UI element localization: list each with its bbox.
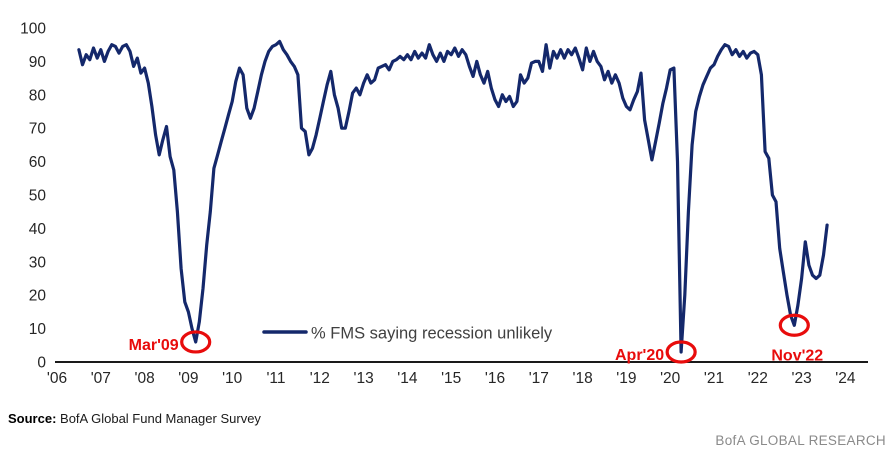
- y-tick-label: 90: [29, 54, 47, 71]
- annotation-label: Mar'09: [129, 337, 179, 354]
- x-tick-label: '13: [353, 370, 373, 387]
- x-tick-label: '17: [529, 370, 549, 387]
- y-tick-label: 70: [29, 121, 47, 138]
- x-tick-label: '15: [441, 370, 461, 387]
- x-tick-label: '12: [310, 370, 330, 387]
- x-tick-label: '09: [178, 370, 198, 387]
- x-tick-label: '21: [704, 370, 724, 387]
- source-text: BofA Global Fund Manager Survey: [60, 411, 261, 426]
- chart-canvas: 0 10 20 30 40 50 60 70 80 90 100 '06 '07 '08 '09 '10 '11…: [20, 21, 868, 387]
- x-tick-label: '19: [616, 370, 636, 387]
- x-tick-label: '18: [572, 370, 592, 387]
- x-tick-label: '14: [397, 370, 418, 387]
- y-tick-label: 10: [29, 321, 47, 338]
- y-tick-label: 60: [29, 154, 47, 171]
- annotation-circle: [180, 330, 212, 354]
- x-tick-label: '08: [134, 370, 154, 387]
- legend-label: % FMS saying recession unlikely: [311, 325, 553, 343]
- annotation-label: Apr'20: [615, 347, 664, 364]
- x-tick-label: '16: [485, 370, 505, 387]
- x-tick-label: '07: [91, 370, 111, 387]
- y-tick-label: 100: [20, 21, 46, 38]
- x-tick-label: '20: [660, 370, 681, 387]
- y-tick-label: 20: [29, 288, 47, 305]
- source-label: Source:: [8, 411, 57, 426]
- branding-text: BofA GLOBAL RESEARCH: [715, 433, 886, 448]
- y-tick-label: 80: [29, 87, 47, 104]
- x-tick-label: '23: [791, 370, 811, 387]
- source-line: Source: BofA Global Fund Manager Survey: [8, 411, 261, 426]
- x-tick-label: '24: [835, 370, 856, 387]
- annotation-label: Nov'22: [771, 347, 823, 364]
- x-tick-label: '06: [47, 370, 67, 387]
- annotation-circle: [778, 313, 810, 337]
- y-tick-label: 0: [37, 355, 46, 372]
- y-tick-label: 50: [29, 188, 47, 205]
- recession-unlikely-line: [77, 39, 829, 354]
- x-tick-label: '10: [222, 370, 243, 387]
- x-tick-label: '11: [266, 370, 285, 387]
- annotation-circle: [665, 340, 697, 364]
- x-tick-label: '22: [748, 370, 768, 387]
- y-tick-label: 30: [29, 254, 47, 271]
- y-tick-label: 40: [29, 221, 47, 238]
